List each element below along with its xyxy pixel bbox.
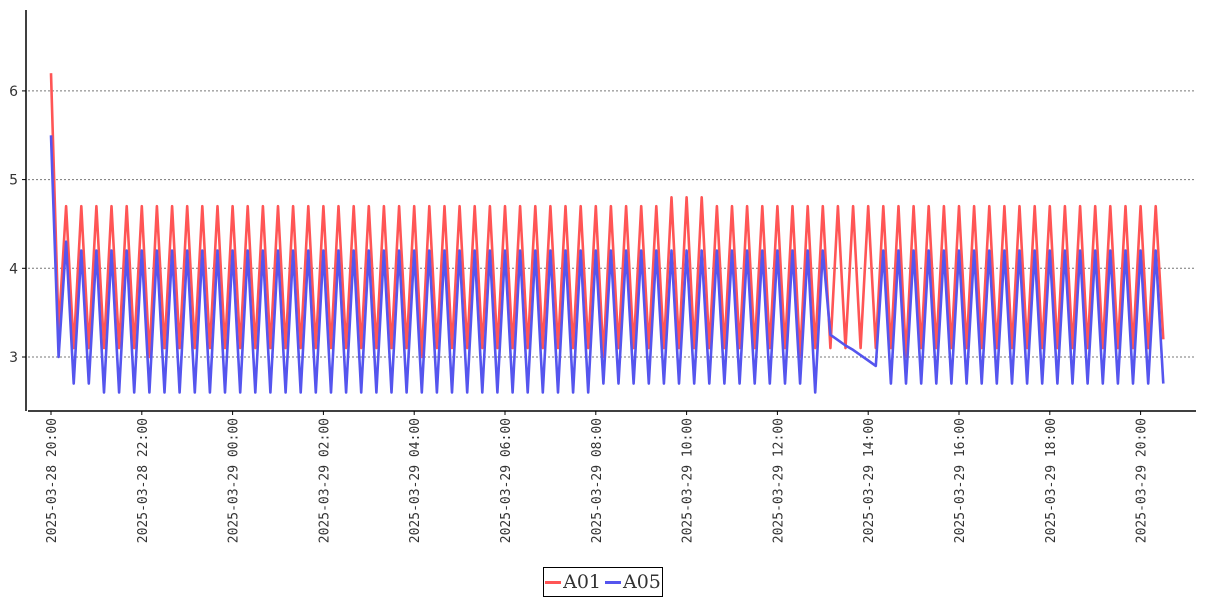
y-tick-label: 6 <box>9 84 18 100</box>
x-tick-label: 2025-03-29 14:00 <box>862 418 877 543</box>
series-line-a01 <box>49 73 1165 359</box>
y-tick-labels: 3 4 5 6 <box>9 84 26 366</box>
legend: A01 A05 <box>543 567 663 597</box>
x-tick-label: 2025-03-29 00:00 <box>227 418 242 543</box>
x-tick-label: 2025-03-28 22:00 <box>136 418 151 543</box>
y-tick-label: 4 <box>9 261 18 277</box>
series-lines <box>49 73 1165 394</box>
x-tick-label: 2025-03-29 02:00 <box>317 418 332 543</box>
legend-item-a05[interactable]: A05 <box>605 571 661 593</box>
x-tick-label: 2025-03-29 06:00 <box>499 418 514 543</box>
x-tick-label: 2025-03-29 12:00 <box>771 418 786 543</box>
y-tick-label: 3 <box>9 350 18 366</box>
x-tick-label: 2025-03-29 20:00 <box>1135 418 1150 543</box>
x-tick-label: 2025-03-29 16:00 <box>953 418 968 543</box>
legend-label-a01: A01 <box>563 571 601 593</box>
x-tick-label: 2025-03-29 04:00 <box>408 418 423 543</box>
x-tick-label: 2025-03-29 08:00 <box>590 418 605 543</box>
legend-swatch-a01 <box>545 580 562 584</box>
y-tick-label: 5 <box>9 173 18 189</box>
legend-swatch-a05 <box>605 580 621 584</box>
x-tick-label: 2025-03-29 18:00 <box>1044 418 1059 543</box>
x-tick-labels: 2025-03-28 20:00 2025-03-28 22:00 2025-03-… <box>45 411 1150 543</box>
legend-label-a05: A05 <box>623 571 661 593</box>
legend-item-a01[interactable]: A01 <box>545 571 601 593</box>
series-line-a05 <box>49 135 1165 394</box>
x-tick-label: 2025-03-28 20:00 <box>45 418 60 543</box>
x-tick-label: 2025-03-29 10:00 <box>681 418 696 543</box>
